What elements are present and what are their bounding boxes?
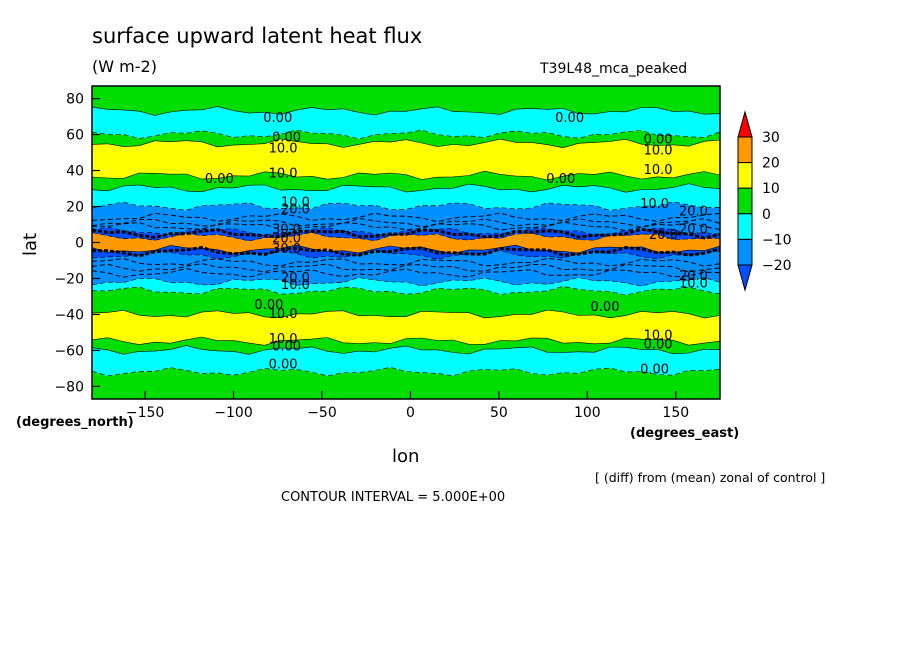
- contour-label: 0.00: [644, 338, 673, 353]
- equator-contour-0: [91, 227, 721, 240]
- dashed-contour-4: [91, 262, 721, 273]
- band-10: [92, 250, 720, 287]
- chart-title: surface upward latent heat flux: [92, 24, 423, 48]
- contour-label: 20.0: [272, 231, 301, 246]
- y-tick-label: −40: [54, 307, 84, 323]
- colorbar-box: [737, 136, 753, 164]
- dashed-contour-5: [91, 268, 721, 278]
- dashed-contour-0: [91, 212, 721, 223]
- dashed-contour-3: [91, 257, 721, 267]
- colorbar-label: −10: [762, 232, 792, 248]
- colorbar-box: [737, 187, 753, 215]
- dashed-contour-1: [91, 217, 721, 228]
- x-tick-label: −50: [307, 405, 337, 421]
- y-tick-label: 80: [66, 92, 84, 108]
- contour-label: 10.0: [269, 307, 298, 322]
- colorbar-box: [737, 162, 753, 189]
- band-6: [92, 202, 720, 236]
- contour-label: 0.00: [272, 131, 301, 146]
- band-13: [92, 310, 720, 346]
- equator-contour-1: [91, 245, 721, 258]
- contour-label: 10.0: [679, 276, 708, 291]
- x-tick-label: 0: [406, 405, 415, 421]
- run-label: T39L48_mca_peaked: [540, 61, 688, 77]
- band-15: [92, 345, 720, 377]
- colorbar-label: −20: [762, 258, 792, 274]
- y-tick-label: 60: [66, 128, 84, 144]
- contour-label: 20.0: [649, 228, 678, 243]
- y-tick-label: 40: [66, 164, 84, 180]
- contour-interval: CONTOUR INTERVAL = 5.000E+00: [281, 490, 506, 505]
- dashed-contour-2: [91, 221, 721, 232]
- x-axis-label: lon: [392, 446, 420, 467]
- contour-label: 0.00: [555, 111, 584, 126]
- contour-label: 10.0: [644, 163, 673, 178]
- contour-label: 0.00: [205, 172, 234, 187]
- contour-label: 0.00: [272, 339, 301, 354]
- x-tick-label: −100: [214, 405, 252, 421]
- y-tick-label: −60: [54, 343, 84, 359]
- x-axis-units: (degrees_east): [630, 426, 740, 441]
- band-12: [92, 286, 720, 319]
- contour-label: 10.0: [644, 329, 673, 344]
- y-tick-label: 20: [66, 200, 84, 216]
- contour-label: 10.0: [640, 197, 669, 212]
- band-9: [92, 245, 720, 260]
- colorbar-bottom-arrow: [737, 264, 753, 292]
- contour-label: 10.0: [269, 167, 298, 182]
- y-tick-label: −20: [54, 271, 84, 287]
- colorbar-label: 20: [762, 156, 780, 172]
- colorbar-box: [737, 213, 753, 240]
- colorbar-label: 30: [762, 130, 780, 146]
- contour-label: 20.0: [281, 203, 310, 218]
- y-tick-label: 0: [75, 236, 84, 252]
- x-tick-label: 150: [662, 405, 689, 421]
- colorbar-label: 10: [762, 181, 780, 197]
- contour-label: 30.0: [272, 242, 301, 257]
- band-2: [92, 130, 720, 148]
- contour-label: 10.0: [269, 332, 298, 347]
- x-tick-label: 100: [574, 405, 601, 421]
- contour-label: 10.0: [281, 195, 310, 210]
- contour-label: 20.0: [679, 204, 708, 219]
- colorbar-top-arrow: [737, 110, 753, 138]
- contour-label: 20.0: [281, 271, 310, 286]
- band-5: [92, 184, 720, 211]
- contour-label: 0.00: [591, 300, 620, 315]
- diff-note: [ (diff) from (mean) zonal of control ]: [595, 470, 826, 485]
- contour-line-9: [91, 250, 721, 261]
- contour-label: 0.00: [254, 298, 283, 313]
- band-8: [92, 232, 720, 255]
- contour-label: 0.00: [644, 132, 673, 147]
- contour-label: 0.00: [546, 172, 575, 187]
- contour-label: 0.00: [263, 111, 292, 126]
- band-4: [92, 171, 720, 193]
- band-16: [92, 367, 720, 399]
- band-3: [92, 139, 720, 181]
- contour-label: 10.0: [644, 143, 673, 158]
- contour-label: 10.0: [269, 141, 298, 156]
- x-tick-label: −150: [126, 405, 164, 421]
- y-axis-units: (degrees_north): [16, 415, 134, 430]
- contour-label: 20.0: [679, 269, 708, 284]
- y-tick-label: −80: [54, 379, 84, 395]
- x-tick-label: 50: [490, 405, 508, 421]
- contour-label: 0.00: [269, 357, 298, 372]
- contour-label: 10.0: [281, 278, 310, 293]
- colorbar-label: 0: [762, 207, 771, 223]
- chart-units: (W m-2): [92, 57, 157, 76]
- contour-label: 30.0: [272, 222, 301, 237]
- band-1: [92, 106, 720, 140]
- band-11: [92, 277, 720, 296]
- contour-label: 0.00: [640, 363, 669, 378]
- colorbar-box: [737, 238, 753, 266]
- contour-label: 20.0: [679, 222, 708, 237]
